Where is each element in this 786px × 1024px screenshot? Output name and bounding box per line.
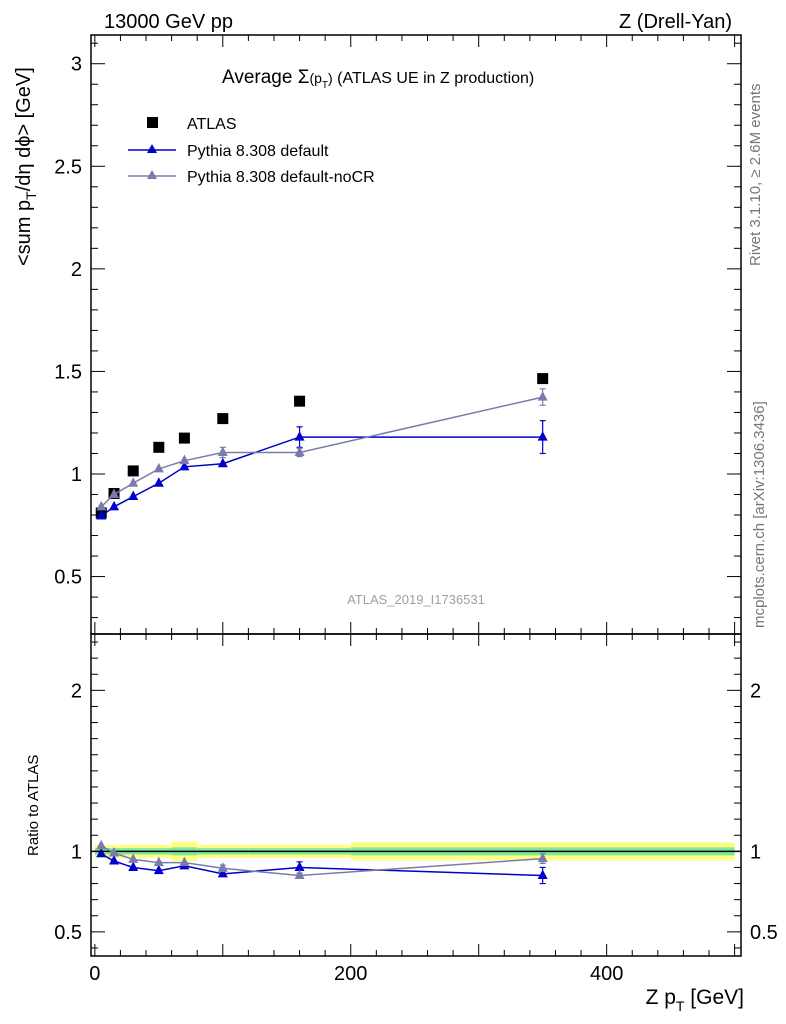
data-point-atlas-6 [294,395,306,407]
series-line-pythia-8-308-default [100,436,543,517]
data-point-pythia-8-308-default-1 [109,855,120,865]
main-ytick-label-0: 0.5 [54,567,82,589]
xtick-label-1: 200 [334,963,367,985]
data-point-pythia-8-308-default-6 [294,861,305,871]
legend-marker-atlas [147,117,158,128]
main-ytick-label-4: 2.5 [54,156,82,178]
legend-item-pythia-nocr: Pythia 8.308 default-noCR [128,169,375,186]
main-ytick-label-3: 2 [71,259,82,281]
legend-label-pythia-default: Pythia 8.308 default [187,143,329,160]
data-point-pythia-8-308-default-7 [537,431,548,441]
axes-frames: 0.5 1 1.5 2 2.5 3 0.5 1 2 0.5 1 2 0 200 400 [54,34,778,985]
data-point-pythia-8-308-default-nocr-3 [153,856,164,867]
data-point-atlas-5 [217,413,229,425]
data-point-pythia-8-308-default-3 [153,864,164,875]
data-point-pythia-8-308-default-4 [179,460,190,471]
data-point-pythia-8-308-default-5 [217,867,228,878]
xtick-label-2: 400 [590,963,623,985]
data-point-pythia-8-308-default-nocr-3 [153,462,164,473]
data-point-pythia-8-308-default-nocr-2 [128,853,139,863]
ratio-frame [90,633,742,957]
data-point-pythia-8-308-default-3 [153,477,164,487]
main-ytick-label-1: 1 [71,464,82,486]
ratio-ytick-label-right-2: 2 [750,680,761,702]
data-point-pythia-8-308-default-0 [96,847,107,858]
main-ytick-label-2: 1.5 [54,361,82,383]
data-point-pythia-8-308-default-nocr-6 [294,446,305,456]
data-point-pythia-8-308-default-nocr-4 [179,856,190,867]
legend-label-pythia-nocr: Pythia 8.308 default-noCR [187,169,375,186]
header-left: 13000 GeV pp [104,11,233,33]
ratio-ytick-label-0: 0.5 [54,922,82,944]
main-plot-area [95,373,549,520]
ratio-plot-area [96,839,548,885]
main-y-axis-title: <sum pT/dη dϕ> [GeV] [13,67,39,266]
data-point-pythia-8-308-default-nocr-1 [109,488,120,499]
data-point-pythia-8-308-default-nocr-2 [128,477,139,487]
ratio-ytick-label-2: 2 [71,680,82,702]
plot-title: Average Σ(pT) (ATLAS UE in Z production) [222,67,534,91]
legend-item-pythia-default: Pythia 8.308 default [128,143,329,160]
data-point-pythia-8-308-default-nocr-0 [96,500,107,511]
data-point-atlas-3 [153,441,165,453]
series-line-pythia-8-308-default-nocr [100,396,543,508]
data-point-pythia-8-308-default-5 [217,457,228,468]
legend-marker-pythia-default [147,144,157,153]
ratio-y-axis-title: Ratio to ATLAS [25,755,42,856]
data-point-pythia-8-308-default-0 [96,510,107,520]
rivet-label: Rivet 3.1.10, ≥ 2.6M events [747,84,764,267]
data-point-pythia-8-308-default-nocr-0 [96,839,107,850]
data-point-pythia-8-308-default-2 [128,861,139,871]
main-ytick-label-5: 3 [71,54,82,76]
data-point-pythia-8-308-default-1 [109,500,120,511]
data-point-atlas-7 [537,373,549,385]
analysis-watermark: ATLAS_2019_I1736531 [347,592,485,607]
data-point-pythia-8-308-default-nocr-5 [217,446,228,456]
legend-label-atlas: ATLAS [187,116,237,133]
ratio-ytick-label-right-1: 1 [750,841,761,863]
data-point-pythia-8-308-default-nocr-7 [537,391,548,401]
data-point-pythia-8-308-default-nocr-4 [179,454,190,465]
legend: ATLAS Pythia 8.308 default Pythia 8.308 … [128,116,375,186]
x-axis-title: Z pT [GeV] [646,986,744,1014]
ratio-ytick-label-1: 1 [71,841,82,863]
data-point-pythia-8-308-default-2 [128,490,139,501]
data-point-atlas-4 [178,432,190,444]
data-point-pythia-8-308-default-6 [294,431,305,441]
legend-item-atlas: ATLAS [147,116,237,133]
data-point-pythia-8-308-default-7 [537,869,548,879]
ratio-ytick-label-right-0: 0.5 [750,922,778,944]
mcplots-label: mcplots.cern.ch [arXiv:1306.3436] [751,401,768,628]
legend-marker-pythia-nocr [147,170,157,179]
data-point-pythia-8-308-default-nocr-5 [217,862,228,872]
data-point-atlas-2 [127,465,139,477]
header-right: Z (Drell-Yan) [619,11,732,33]
data-point-pythia-8-308-default-nocr-7 [537,852,548,863]
data-point-pythia-8-308-default-nocr-6 [294,869,305,879]
xtick-label-0: 0 [89,963,100,985]
ratio-reference-band [91,841,741,862]
data-point-pythia-8-308-default-nocr-1 [109,846,120,857]
